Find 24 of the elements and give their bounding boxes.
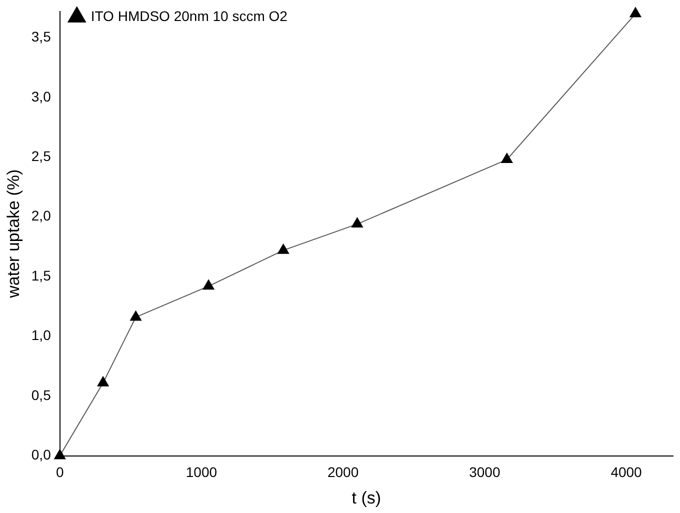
point (54, 449, 66, 460)
point (501, 153, 513, 164)
y-tick-label: 3,5 (31, 28, 52, 45)
y-tick-label: 1,5 (31, 267, 52, 284)
point (630, 7, 642, 18)
y-tick-label: 1,0 (31, 327, 52, 344)
point (352, 218, 363, 228)
x-tick-label: 3000 (469, 464, 500, 480)
y-tick-label: 0,0 (31, 446, 52, 463)
y-axis-title: water uptake (%) (4, 169, 23, 299)
point (130, 310, 142, 321)
legend-label: ITO HMDSO 20nm 10 sccm O2 (90, 8, 288, 24)
point (97, 376, 109, 386)
y-tick-label: 2,5 (31, 148, 52, 164)
y-tick-label: 3,0 (31, 88, 52, 104)
x-axis-title: t (s) (352, 488, 382, 508)
point (202, 280, 214, 290)
x-tick-label: 2000 (327, 464, 359, 480)
x-tick-label: 0 (56, 464, 64, 480)
y-tick-label: 2,0 (31, 208, 52, 224)
point (278, 244, 290, 254)
x-tick-label: 1000 (186, 464, 218, 480)
y-tick-label: 0,5 (31, 386, 52, 403)
x-tick-label: 4000 (610, 464, 642, 480)
